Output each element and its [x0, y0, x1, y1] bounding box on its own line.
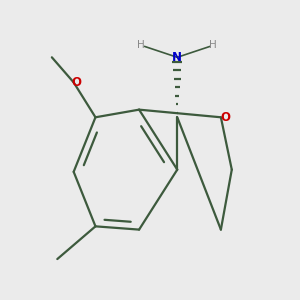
Text: O: O — [71, 76, 81, 89]
Text: N: N — [172, 51, 182, 64]
Text: O: O — [221, 111, 231, 124]
Text: H: H — [137, 40, 145, 50]
Text: H: H — [209, 40, 217, 50]
